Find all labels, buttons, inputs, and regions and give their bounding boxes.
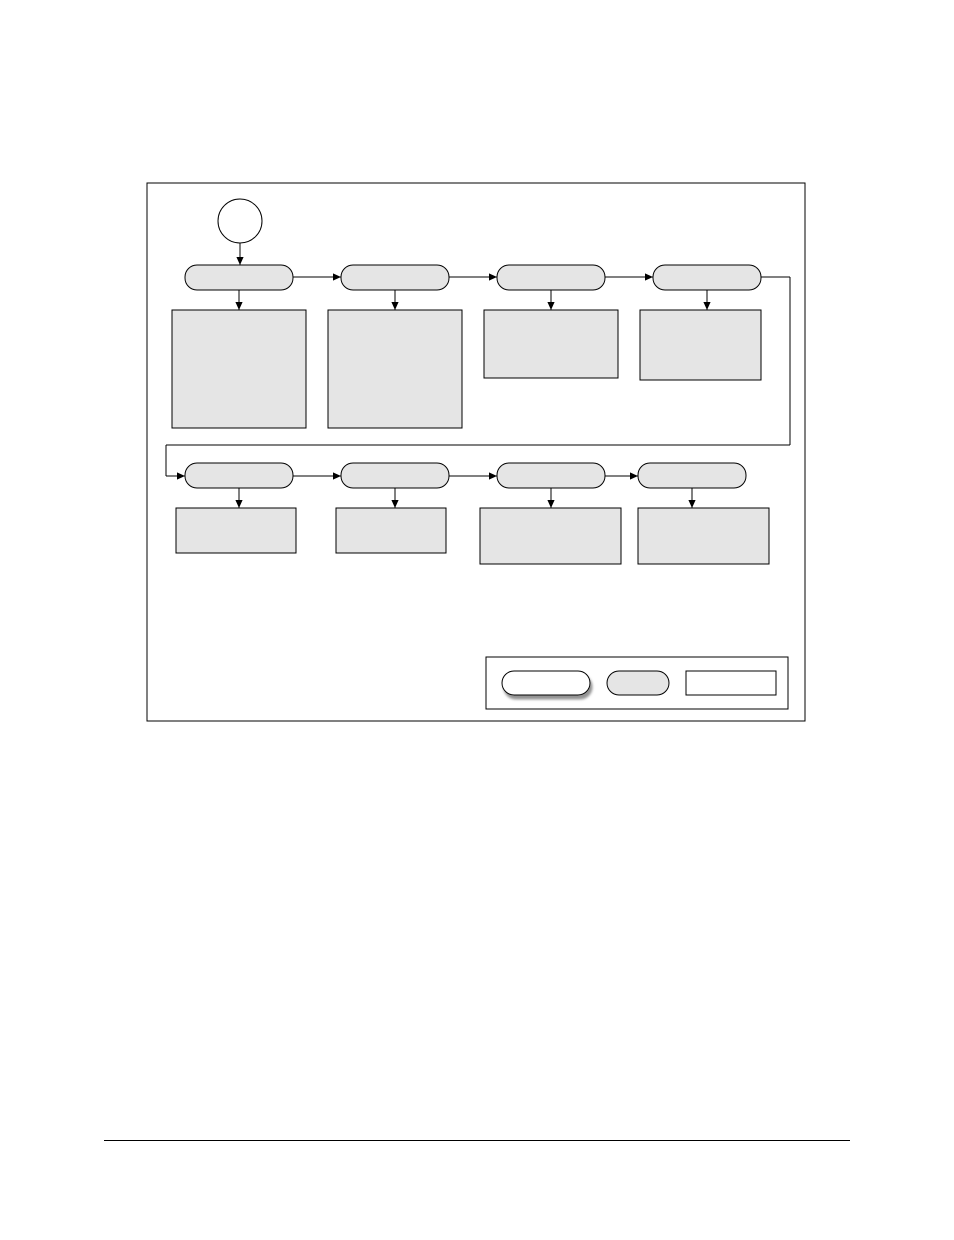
arrow-head-icon bbox=[703, 302, 710, 310]
arrow-head-icon bbox=[645, 273, 653, 280]
arrow-head-icon bbox=[547, 500, 554, 508]
arrow-head-icon bbox=[391, 302, 398, 310]
legend-box-white bbox=[686, 671, 776, 695]
box-6 bbox=[336, 508, 446, 553]
arrow-head-icon bbox=[688, 500, 695, 508]
pill-3 bbox=[497, 265, 605, 290]
arrow-head-icon bbox=[235, 500, 242, 508]
box-8 bbox=[638, 508, 769, 564]
page-canvas bbox=[0, 0, 954, 1235]
arrow-head-icon bbox=[391, 500, 398, 508]
pill-5 bbox=[185, 463, 293, 488]
box-3 bbox=[484, 310, 618, 378]
pill-2 bbox=[341, 265, 449, 290]
flowchart-svg bbox=[0, 0, 954, 1235]
arrow-head-icon bbox=[333, 273, 341, 280]
start-node bbox=[218, 199, 262, 243]
pill-1 bbox=[185, 265, 293, 290]
box-5 bbox=[176, 508, 296, 553]
pill-8 bbox=[638, 463, 746, 488]
arrow-head-icon bbox=[630, 472, 638, 479]
diagram-border bbox=[147, 183, 805, 721]
arrow-head-icon bbox=[333, 472, 341, 479]
arrow-head-icon bbox=[489, 273, 497, 280]
box-4 bbox=[640, 310, 761, 380]
box-7 bbox=[480, 508, 621, 564]
arrow-head-icon bbox=[177, 472, 185, 479]
arrow-head-icon bbox=[236, 257, 243, 265]
pill-4 bbox=[653, 265, 761, 290]
box-2 bbox=[328, 310, 462, 428]
arrow-head-icon bbox=[235, 302, 242, 310]
legend-pill-shadow bbox=[502, 671, 590, 695]
box-1 bbox=[172, 310, 306, 428]
arrow-head-icon bbox=[547, 302, 554, 310]
pill-6 bbox=[341, 463, 449, 488]
arrow-head-icon bbox=[489, 472, 497, 479]
legend-pill-grey bbox=[607, 671, 669, 695]
footer-divider bbox=[104, 1140, 850, 1141]
pill-7 bbox=[497, 463, 605, 488]
